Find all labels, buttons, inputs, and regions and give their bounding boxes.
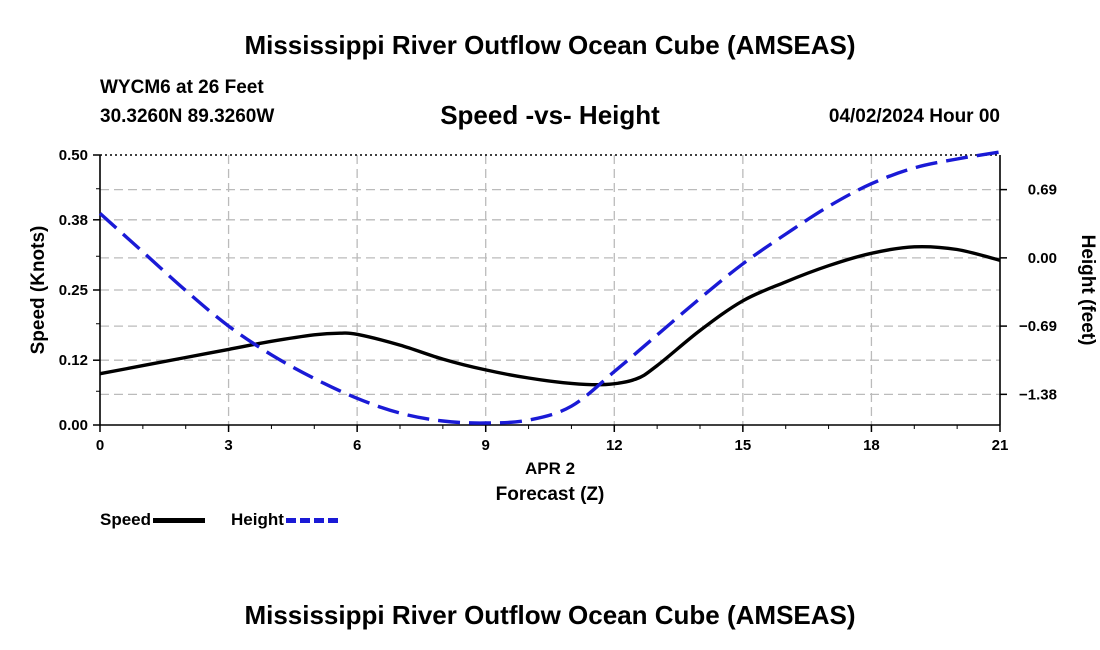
x-tick-label: 9 [482,437,490,454]
x-tick-label: 21 [992,437,1009,454]
x-tick-label: 6 [353,437,361,454]
y-left-tick-label: 0.38 [59,212,88,229]
coordinates-label: 30.3260N 89.3260W [100,106,275,127]
chart-title: Mississippi River Outflow Ocean Cube (AM… [244,30,856,60]
y-right-tick-label: 0.00 [1028,250,1057,267]
x-tick-label: 0 [96,437,104,454]
y-left-tick-label: 0.50 [59,147,88,164]
legend-height-label: Height [231,510,284,529]
y-axis-right-label: Height (feet) [1077,235,1098,346]
series-line-speed [99,244,1001,387]
datetime-label: 04/02/2024 Hour 00 [828,106,1000,127]
legend-speed-swatch [153,517,206,523]
legend-speed-label: Speed [100,510,152,529]
y-right-tick-label: −0.69 [1019,318,1057,335]
y-axis-left-label: Speed (Knots) [28,226,49,355]
station-label: WYCM6 at 26 Feet [100,77,264,98]
x-axis-date-label: APR 2 [525,459,575,478]
y-left-tick-label: 0.00 [59,417,88,434]
legend-height-swatch [285,517,338,523]
legend-height: Height [231,510,338,530]
y-right-tick-label: 0.69 [1028,182,1057,199]
footer-title: Mississippi River Outflow Ocean Cube (AM… [244,600,856,630]
chart-subtitle: Speed -vs- Height [440,100,660,130]
x-tick-label: 12 [606,437,623,454]
legend-speed: Speed [100,510,206,530]
y-right-tick-label: −1.38 [1019,386,1057,403]
series-line-height [98,150,1001,425]
y-left-tick-label: 0.25 [59,282,88,299]
y-left-tick-label: 0.12 [59,352,88,369]
x-axis-label: Forecast (Z) [496,484,605,505]
x-tick-label: 3 [224,437,232,454]
x-tick-label: 18 [863,437,880,454]
x-tick-label: 15 [735,437,752,454]
